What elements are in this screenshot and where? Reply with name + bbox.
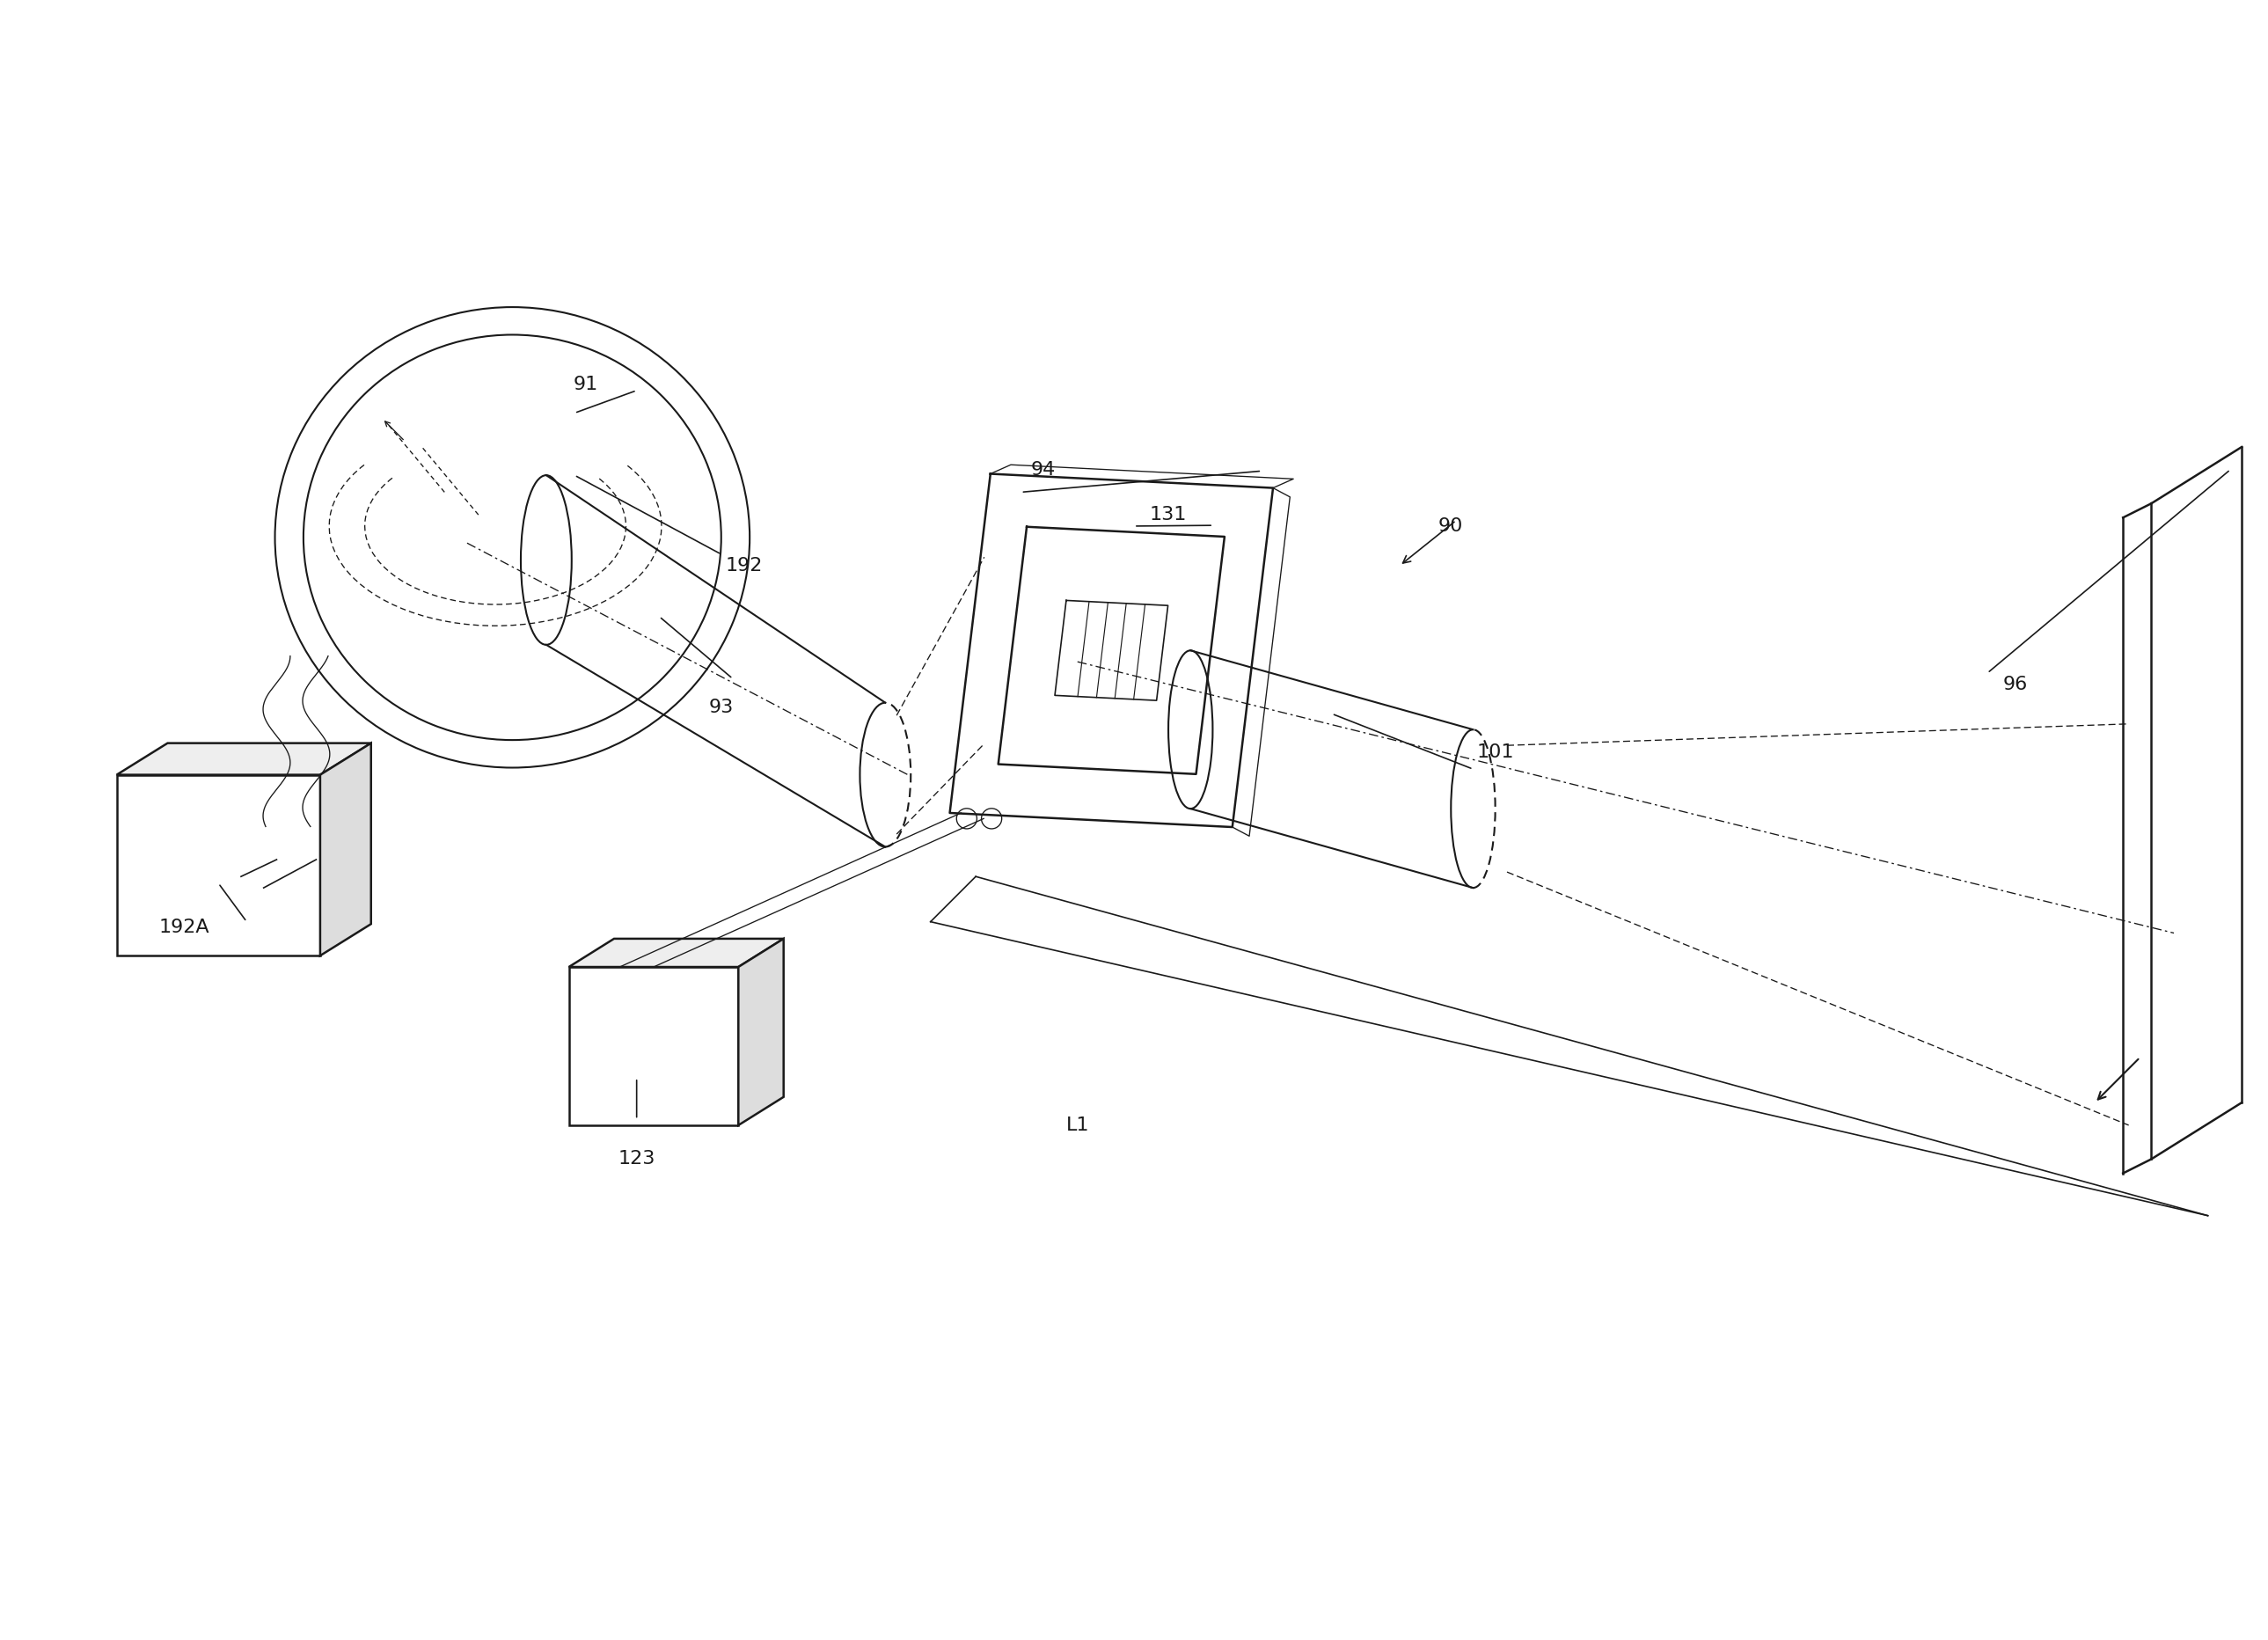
Text: 101: 101 — [1476, 743, 1515, 761]
Polygon shape — [739, 938, 785, 1125]
Text: L1: L1 — [1066, 1117, 1089, 1133]
Polygon shape — [116, 774, 320, 956]
Polygon shape — [116, 743, 372, 774]
Text: 94: 94 — [1032, 461, 1057, 479]
Text: 91: 91 — [574, 376, 599, 394]
Polygon shape — [569, 938, 785, 968]
Text: 90: 90 — [1438, 517, 1463, 535]
Polygon shape — [569, 968, 739, 1125]
Text: 192A: 192A — [159, 918, 211, 936]
Text: 192: 192 — [726, 558, 762, 574]
Text: 93: 93 — [710, 699, 735, 715]
Text: 96: 96 — [2003, 676, 2028, 694]
Text: 123: 123 — [617, 1150, 655, 1168]
Text: 131: 131 — [1150, 507, 1186, 523]
Polygon shape — [320, 743, 372, 956]
